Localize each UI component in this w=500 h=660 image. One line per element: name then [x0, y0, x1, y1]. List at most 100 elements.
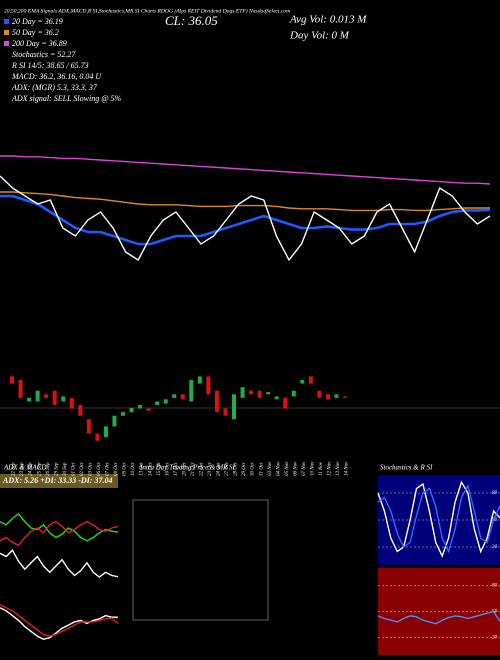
x-tick-label: 26 Sep — [46, 462, 51, 476]
x-tick-label: 10 Nov — [310, 461, 315, 476]
adx-label-bg — [0, 474, 118, 488]
candle — [69, 397, 74, 409]
series-line — [377, 610, 500, 625]
candle — [129, 407, 134, 413]
x-tick-label: 03 Nov — [268, 461, 273, 476]
candle — [317, 390, 322, 398]
x-tick-label: 31 Oct — [259, 462, 264, 476]
candle — [35, 390, 40, 402]
avg-volume: Avg Vol: 0.013 M — [289, 14, 367, 26]
x-tick-label: 24 Sep — [29, 462, 34, 476]
day-volume: Day Vol: 0 M — [289, 30, 350, 42]
candle — [78, 405, 83, 416]
candle — [308, 376, 313, 384]
page-title: 20,50,200 EMA Signals ADX,MACD,R SI,Stoc… — [4, 7, 290, 14]
candle — [343, 396, 347, 398]
candle — [274, 396, 279, 400]
x-tick-label: 07 Oct — [106, 462, 111, 476]
candle — [257, 390, 262, 398]
legend-swatch — [4, 19, 9, 24]
legend-swatch — [4, 30, 9, 35]
indicator-line: ADX: (MGR) 5.3, 33.3, 37 — [11, 83, 98, 92]
candle — [138, 405, 143, 409]
candle — [334, 394, 339, 398]
candle — [197, 376, 202, 384]
series-line — [0, 520, 119, 547]
indicator-line: MACD: 36.2, 36.16, 0.04 U — [11, 72, 102, 81]
indicator-line: Stochastics = 52.27 — [12, 50, 76, 59]
candle — [103, 426, 108, 438]
y-tick-label: 20 — [492, 545, 498, 550]
indicator-line: 200 Day = 36.89 — [12, 39, 67, 48]
x-tick-label: 22 Oct — [199, 462, 204, 476]
candle — [52, 390, 57, 405]
candle — [206, 376, 211, 395]
x-tick-label: 14 Oct — [148, 462, 153, 476]
series-line — [0, 549, 119, 578]
x-tick-label: 14 Nov — [345, 461, 350, 476]
x-tick-label: 21 Oct — [191, 462, 196, 476]
candle — [240, 387, 245, 398]
panel-title: ADX & MACD — [3, 464, 46, 472]
series-line — [377, 483, 500, 554]
series-line — [0, 191, 490, 212]
indicator-line: 20 Day = 36.19 — [12, 17, 63, 26]
x-tick-label: 28 Oct — [234, 462, 239, 476]
candle — [249, 390, 254, 395]
close-price: CL: 36.05 — [165, 13, 218, 28]
series-line — [0, 194, 491, 246]
candle — [155, 401, 160, 405]
x-tick-label: 16 Oct — [165, 462, 170, 476]
x-tick-label: 05 Nov — [285, 461, 290, 476]
candle — [10, 376, 14, 384]
candle — [95, 433, 100, 441]
candle — [180, 394, 185, 400]
x-tick-label: 06 Nov — [293, 461, 298, 476]
x-tick-label: 12 Nov — [328, 461, 333, 476]
x-tick-label: 01 Oct — [71, 462, 76, 476]
candle — [27, 397, 32, 402]
y-tick-label: 20 — [492, 636, 498, 641]
candle — [44, 394, 49, 398]
x-tick-label: 29 Sep — [54, 462, 59, 476]
x-tick-label: 29 Oct — [242, 462, 247, 476]
x-tick-label: 09 Oct — [123, 462, 128, 476]
y-tick-label: 80 — [492, 584, 498, 589]
x-tick-label: 27 Oct — [225, 462, 230, 476]
series-line — [0, 155, 491, 185]
x-tick-label: 10 Oct — [131, 462, 136, 476]
x-tick-label: 06 Oct — [97, 462, 102, 476]
candle — [61, 396, 66, 402]
x-tick-label: 23 Sep — [20, 462, 25, 476]
x-tick-label: 15 Oct — [157, 462, 162, 476]
series-line — [0, 607, 118, 641]
x-tick-label: 24 Oct — [217, 462, 222, 476]
x-tick-label: 07 Nov — [302, 461, 307, 476]
x-tick-label: 22 Sep — [12, 462, 17, 476]
candle — [291, 390, 296, 397]
intraday-box — [132, 499, 269, 621]
y-tick-label: 50 — [492, 518, 498, 523]
series-line — [377, 480, 500, 558]
candle — [172, 394, 177, 398]
candle — [325, 394, 330, 400]
candle — [189, 380, 194, 402]
y-tick-label: 80 — [492, 491, 498, 496]
indicator-line: ADX signal: SELL Slowing @ 5% — [11, 94, 122, 103]
x-tick-label: 11 Nov — [319, 461, 324, 476]
x-tick-label: 30 Oct — [251, 462, 256, 476]
series-line — [0, 603, 119, 637]
legend-swatch — [4, 41, 9, 46]
panel-title: Stochastics & R SI — [380, 464, 433, 472]
x-tick-label: 04 Nov — [276, 461, 281, 476]
candle — [86, 419, 91, 434]
x-tick-label: 08 Oct — [114, 462, 119, 476]
series-line — [0, 175, 491, 262]
candle — [300, 380, 305, 384]
indicator-line: 50 Day = 36.2 — [12, 28, 59, 37]
x-tick-label: 13 Nov — [336, 461, 341, 476]
panel-subtitle: ADX: 5.26 +DI: 33.33 -DI: 37.04 — [2, 476, 112, 485]
candle — [223, 408, 228, 416]
x-tick-label: 03 Oct — [88, 462, 93, 476]
candle — [266, 392, 271, 395]
